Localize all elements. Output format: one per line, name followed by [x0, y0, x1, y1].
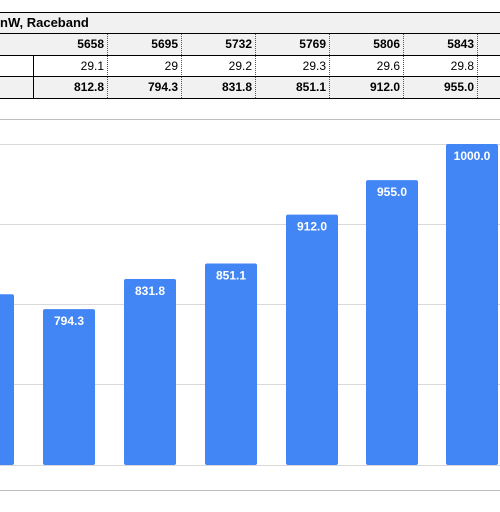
table-cell: 851.1	[255, 77, 329, 98]
chart-bar	[446, 144, 498, 465]
bar-data-label: 831.8	[135, 284, 165, 298]
table-row: 812.8 794.3 831.8 851.1 912.0 955.0	[0, 77, 500, 98]
table-cell: 831.8	[181, 77, 255, 98]
bar-data-label: 794.3	[54, 314, 84, 328]
bar-data-label: 912.0	[297, 220, 327, 234]
table-cell: 29.3	[255, 56, 329, 77]
table-header-cell: 5843	[403, 34, 477, 55]
table-cell: 912.0	[329, 77, 403, 98]
table-header-row: 5658 5695 5732 5769 5806 5843	[0, 34, 500, 55]
chart-bar	[0, 294, 14, 465]
row-divider	[0, 76, 500, 77]
table-cell-partial	[477, 56, 500, 77]
row-divider	[0, 55, 500, 56]
table-cell: 29.1	[33, 56, 107, 77]
chart-bar	[124, 278, 176, 465]
bar-data-label: 1000.0	[454, 149, 491, 163]
table-header-cell: 5806	[329, 34, 403, 55]
table-title: nW, Raceband	[0, 13, 500, 34]
bar-data-label: 851.1	[216, 268, 246, 282]
chart-bar	[43, 309, 95, 465]
table-header-cell: 5695	[107, 34, 181, 55]
table-row: 29.1 29 29.2 29.3 29.6 29.8	[0, 56, 500, 77]
table-cell: 812.8	[33, 77, 107, 98]
table-header-cell: 5769	[255, 34, 329, 55]
table-cell-partial	[477, 77, 500, 98]
table-header-cell-partial	[477, 34, 500, 55]
chart-bar	[205, 263, 257, 465]
table-cell: 29	[107, 56, 181, 77]
table-cell: 29.2	[181, 56, 255, 77]
table-cell: 794.3	[107, 77, 181, 98]
table-header-cell: 5732	[181, 34, 255, 55]
bar-data-label: 955.0	[377, 185, 407, 199]
table-cell: 29.6	[329, 56, 403, 77]
table-cell: 955.0	[403, 77, 477, 98]
chart-bar	[286, 214, 338, 465]
data-table: nW, Raceband 5658 5695 5732 5769 5806 58…	[0, 12, 500, 99]
table-cell: 29.8	[403, 56, 477, 77]
chart-bar	[366, 180, 418, 466]
bar-layer	[0, 144, 498, 466]
table-header-cell: 5658	[77, 37, 104, 51]
